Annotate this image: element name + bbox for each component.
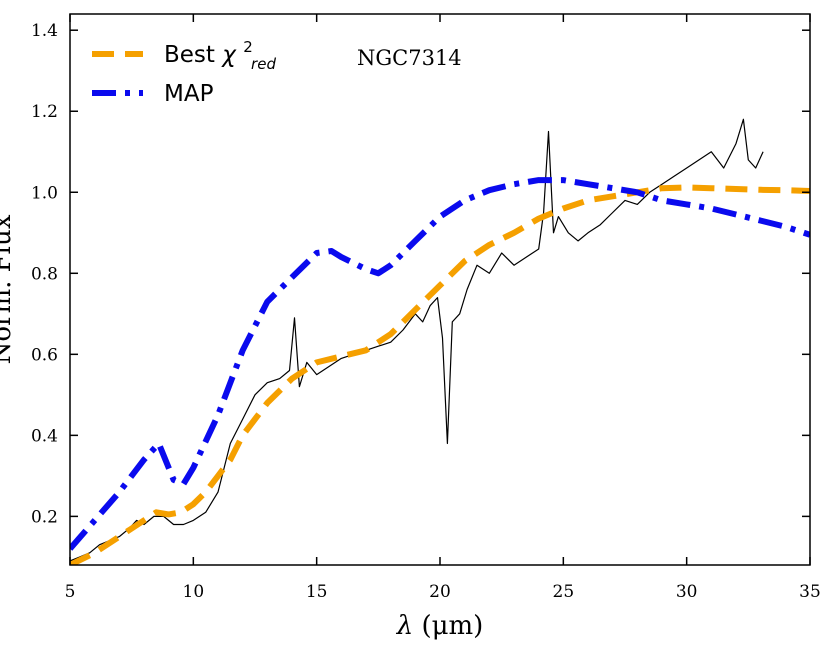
- x-axis-unit: (μm): [421, 611, 483, 641]
- legend-chi-symbol: χ: [220, 42, 237, 68]
- tick-labels-layer: 5 10 15 20 25 30 35 0.2 0.4 0.6 0.8 1.0 1.2 1.4: [31, 21, 821, 602]
- x-tick-label: 10: [183, 582, 205, 602]
- x-axis-label: λ (μm): [396, 611, 484, 641]
- legend: Best χ 2 red MAP: [92, 32, 276, 107]
- x-tick-label: 25: [553, 582, 575, 602]
- y-tick-label: 1.0: [31, 183, 58, 203]
- x-tick-label: 35: [799, 582, 821, 602]
- y-tick-label: 0.2: [31, 507, 58, 527]
- x-axis-symbol: λ: [396, 611, 413, 641]
- y-tick-label: 0.8: [31, 264, 58, 284]
- legend-chi-subscript: red: [251, 55, 276, 73]
- y-axis-label: Norm. Flux: [0, 214, 17, 364]
- legend-label-best-chi2: Best χ 2 red: [164, 32, 276, 73]
- y-tick-label: 0.4: [31, 426, 58, 446]
- legend-chi-superscript: 2: [243, 38, 253, 56]
- object-name-annotation: NGC7314: [357, 46, 462, 70]
- ticks-layer: [69, 14, 811, 565]
- series-line-observed-spectrum: [70, 118, 764, 562]
- y-tick-label: 1.4: [31, 21, 58, 41]
- legend-best-word: Best: [164, 42, 215, 68]
- x-tick-label: 15: [306, 582, 328, 602]
- x-tick-label: 5: [65, 582, 76, 602]
- series-line-map: [70, 177, 810, 551]
- y-tick-label: 0.6: [31, 345, 58, 365]
- series-line-best-chi2-red: [70, 184, 810, 565]
- legend-label-map: MAP: [164, 81, 214, 107]
- series-layer: [70, 118, 810, 565]
- x-tick-label: 30: [676, 582, 698, 602]
- x-tick-label: 20: [429, 582, 451, 602]
- y-tick-label: 1.2: [31, 102, 58, 122]
